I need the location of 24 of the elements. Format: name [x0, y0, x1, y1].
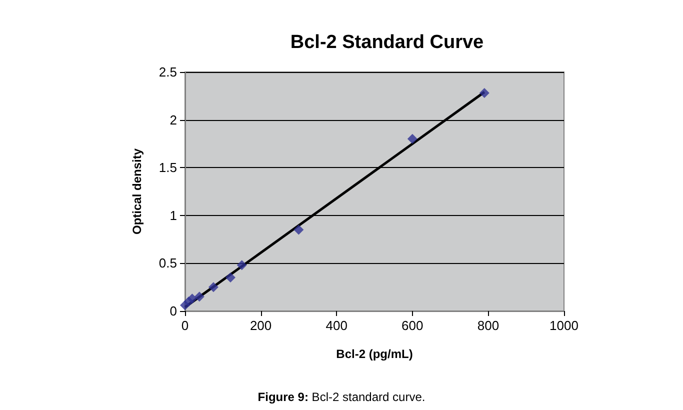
- x-tick-label: 1000: [550, 318, 578, 333]
- x-tick-label: 0: [181, 318, 189, 333]
- point: [407, 134, 418, 144]
- y-tick-label: 2.5: [158, 64, 177, 80]
- point: [187, 294, 198, 304]
- point: [236, 260, 247, 270]
- y-tick-label: 1: [170, 208, 177, 223]
- point: [225, 272, 236, 283]
- y-tick-label: 0.5: [158, 256, 177, 271]
- x-tick-label: 600: [402, 318, 424, 333]
- x-tick-label: 800: [477, 318, 500, 333]
- x-axis-title: Bcl-2 (pg/mL): [336, 347, 413, 361]
- point: [194, 292, 204, 302]
- chart-title: Bcl-2 Standard Curve: [290, 32, 484, 53]
- point: [479, 88, 490, 98]
- point: [294, 224, 304, 235]
- x-tick-label: 400: [326, 318, 348, 333]
- point: [208, 282, 218, 292]
- y-tick-label: 2: [170, 112, 177, 128]
- x-tick-label: 200: [250, 318, 272, 333]
- caption: Figure 9: Bcl-2 standard curve.: [258, 390, 426, 404]
- y-tick-label: 1.5: [158, 160, 177, 176]
- y-tick-label: 0: [170, 304, 177, 318]
- y-axis-title: Optical density: [130, 148, 144, 235]
